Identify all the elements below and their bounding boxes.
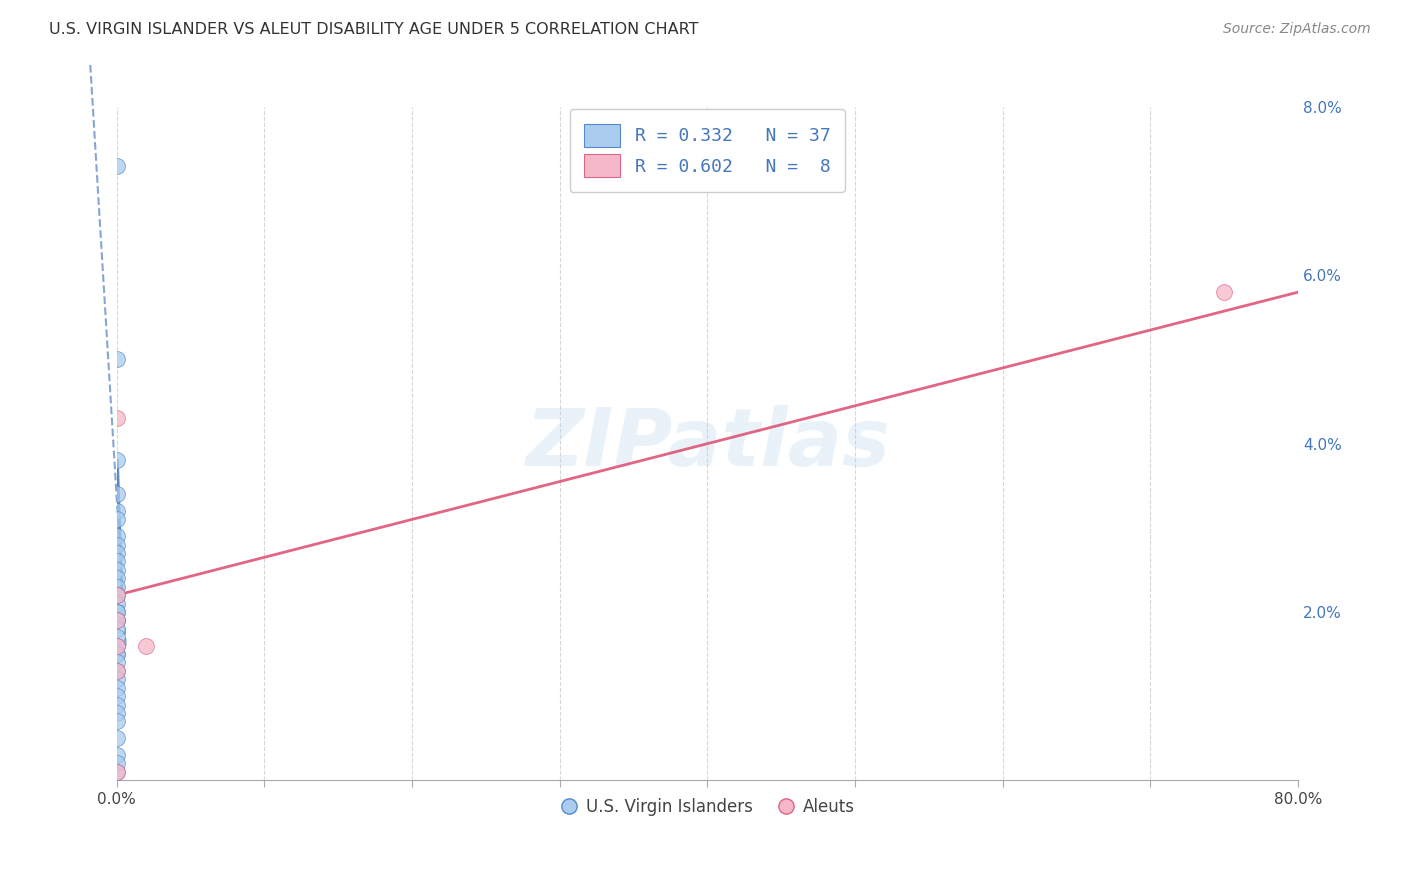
Point — [105, 529, 128, 543]
Point — [1213, 285, 1236, 300]
Point — [105, 639, 128, 653]
Point — [105, 614, 128, 628]
Point — [105, 546, 128, 560]
Point — [105, 681, 128, 695]
Point — [105, 614, 128, 628]
Point — [135, 639, 157, 653]
Point — [105, 554, 128, 568]
Text: ZIPatlas: ZIPatlas — [524, 405, 890, 483]
Point — [105, 597, 128, 611]
Point — [105, 487, 128, 501]
Point — [105, 689, 128, 703]
Point — [105, 622, 128, 636]
Point — [105, 706, 128, 720]
Point — [105, 614, 128, 628]
Point — [105, 352, 128, 367]
Point — [105, 512, 128, 526]
Point — [105, 538, 128, 552]
Point — [105, 698, 128, 712]
Point — [105, 563, 128, 577]
Point — [105, 605, 128, 619]
Point — [105, 764, 128, 779]
Point — [105, 664, 128, 678]
Point — [105, 453, 128, 467]
Point — [105, 588, 128, 602]
Point — [105, 588, 128, 602]
Point — [105, 664, 128, 678]
Point — [105, 756, 128, 771]
Legend: U.S. Virgin Islanders, Aleuts: U.S. Virgin Islanders, Aleuts — [554, 791, 860, 822]
Point — [105, 647, 128, 661]
Text: U.S. VIRGIN ISLANDER VS ALEUT DISABILITY AGE UNDER 5 CORRELATION CHART: U.S. VIRGIN ISLANDER VS ALEUT DISABILITY… — [49, 22, 699, 37]
Point — [105, 411, 128, 425]
Point — [105, 673, 128, 687]
Point — [105, 571, 128, 585]
Point — [105, 731, 128, 746]
Point — [105, 588, 128, 602]
Point — [105, 504, 128, 518]
Point — [105, 639, 128, 653]
Point — [105, 647, 128, 661]
Point — [105, 630, 128, 644]
Point — [105, 714, 128, 729]
Point — [105, 580, 128, 594]
Point — [105, 747, 128, 762]
Point — [105, 656, 128, 670]
Text: Source: ZipAtlas.com: Source: ZipAtlas.com — [1223, 22, 1371, 37]
Point — [105, 764, 128, 779]
Point — [105, 159, 128, 173]
Point — [105, 605, 128, 619]
